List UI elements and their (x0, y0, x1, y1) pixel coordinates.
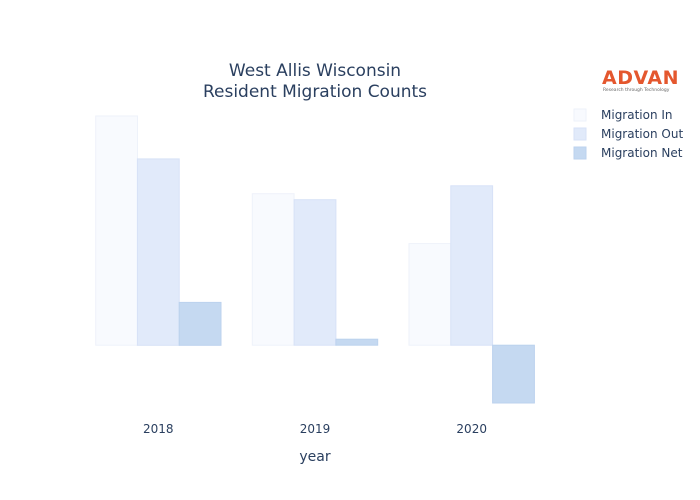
bar-migration-net-2020 (492, 344, 535, 404)
bar-migration-in-2018 (95, 115, 138, 346)
x-axis-ticks: 2018 2019 2020 (143, 422, 487, 436)
bar-migration-net-2018 (178, 301, 222, 346)
legend-swatch-migration-in[interactable] (573, 108, 587, 122)
bar-migration-out-2020 (450, 185, 494, 346)
bar-migration-in-2020 (408, 243, 452, 346)
legend-label-migration-net[interactable]: Migration Net (601, 146, 683, 160)
x-tick-label: 2019 (300, 422, 331, 436)
bar-migration-net-2019 (335, 338, 379, 346)
chart-title: West Allis Wisconsin Resident Migration … (203, 61, 427, 102)
bars-layer (95, 115, 535, 404)
bar-migration-out-2019 (293, 199, 337, 346)
x-tick-label: 2018 (143, 422, 174, 436)
brand-name: ADVAN (602, 67, 679, 89)
legend-label-migration-in[interactable]: Migration In (601, 108, 673, 122)
bar-migration-out-2018 (136, 158, 180, 346)
x-tick-label: 2020 (456, 422, 487, 436)
brand-tagline: Research through Technology (603, 87, 670, 93)
chart-title-line-2: Resident Migration Counts (203, 82, 427, 102)
chart-title-line-1: West Allis Wisconsin (229, 61, 401, 81)
legend: Migration In Migration Out Migration Net (573, 108, 683, 160)
legend-swatch-migration-out[interactable] (573, 127, 587, 141)
x-axis-title: year (299, 449, 330, 465)
legend-swatch-migration-net[interactable] (573, 146, 587, 160)
advan-logo: ADVAN Research through Technology (602, 67, 679, 93)
bar-migration-in-2019 (251, 193, 295, 346)
legend-label-migration-out[interactable]: Migration Out (601, 127, 683, 141)
